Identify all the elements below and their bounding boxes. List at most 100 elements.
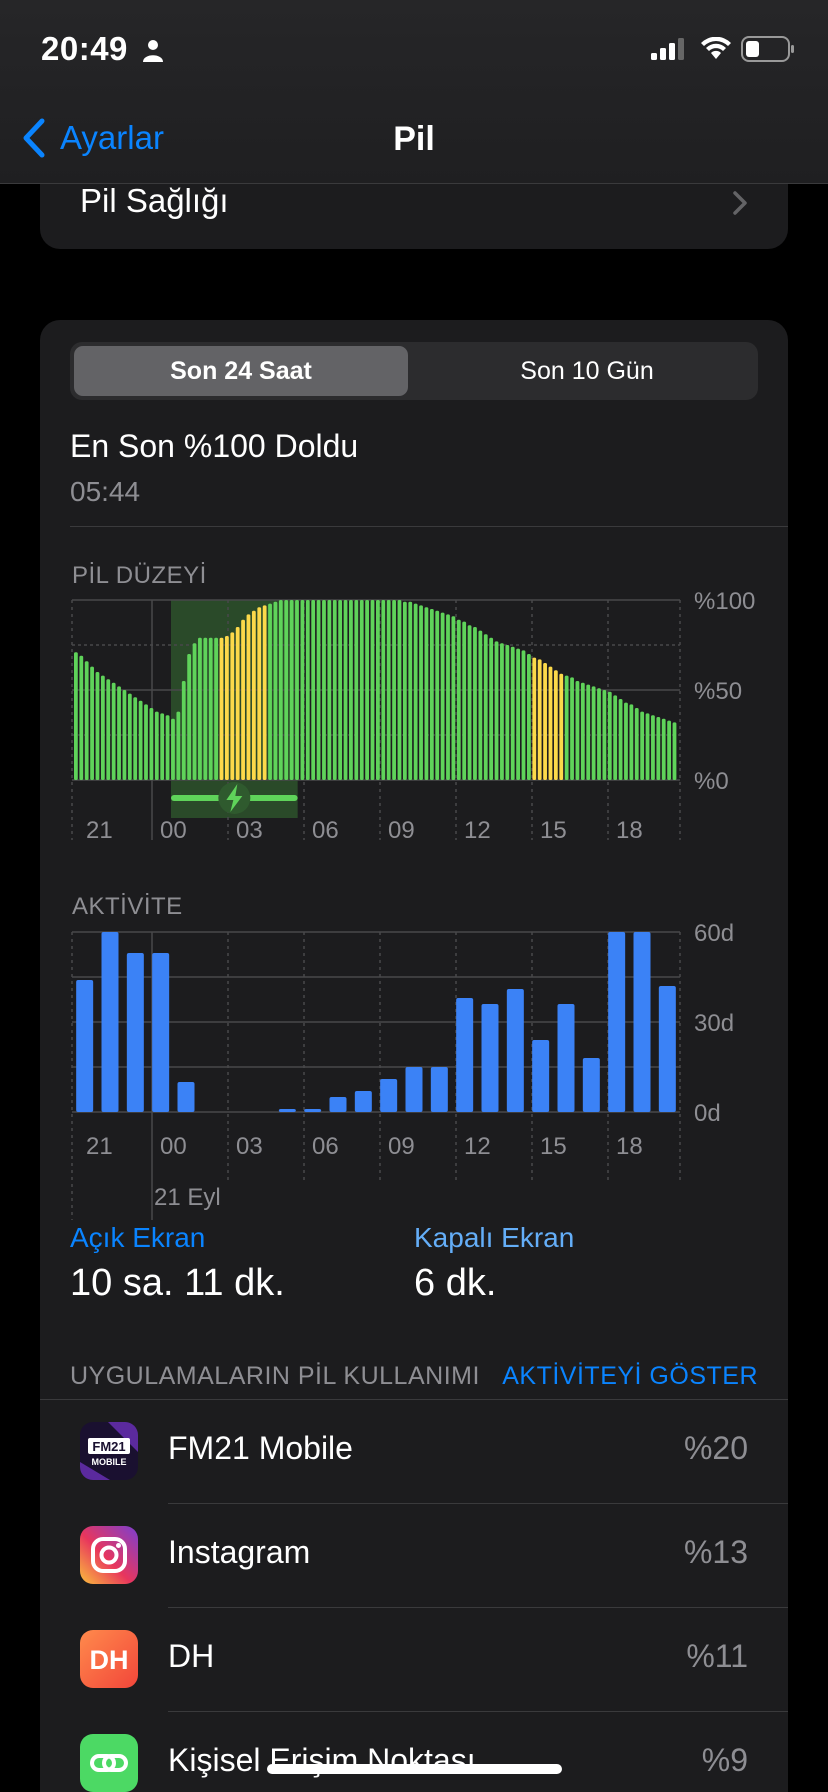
x-tick-label: 09 — [388, 1133, 415, 1160]
activity-bar — [430, 1067, 448, 1112]
battery-bar — [278, 600, 283, 780]
x-tick-label: 03 — [236, 817, 263, 840]
hotspot-icon — [80, 1734, 138, 1792]
battery-bar — [370, 600, 375, 780]
battery-bar — [354, 600, 359, 780]
battery-level-chart: %100 %50 %0 21 00 03 06 09 12 15 18 — [71, 590, 755, 840]
battery-bar — [235, 627, 240, 780]
x-tick-label: 00 — [160, 1133, 187, 1160]
battery-bar — [305, 600, 310, 780]
battery-bar — [402, 601, 407, 780]
battery-bar — [154, 711, 159, 780]
battery-bar — [500, 643, 504, 780]
app-row-personal-hotspot[interactable]: Kişisel Erişim Noktası %9 — [40, 1712, 788, 1792]
battery-bar — [667, 720, 672, 780]
battery-bar — [386, 600, 391, 780]
battery-bar — [176, 711, 181, 780]
x-tick-label: 18 — [616, 817, 643, 840]
battery-bar — [656, 717, 661, 780]
battery-icon — [741, 36, 794, 62]
activity-bar — [532, 1040, 550, 1112]
battery-bar — [117, 686, 121, 780]
battery-bar — [225, 636, 229, 780]
svg-text:MOBILE: MOBILE — [92, 1457, 127, 1467]
activity-bar — [633, 932, 651, 1112]
x-tick-label: 06 — [312, 817, 339, 840]
home-indicator — [267, 1764, 562, 1774]
chevron-right-icon — [733, 191, 747, 215]
y-tick-label: 60d — [694, 920, 734, 947]
app-row-dh[interactable]: DH DH %11 — [40, 1608, 788, 1712]
battery-bar — [586, 684, 591, 780]
battery-bar — [322, 600, 326, 780]
person-icon — [143, 40, 163, 62]
battery-bar — [456, 619, 461, 780]
divider — [70, 526, 788, 527]
app-row-instagram[interactable]: Instagram %13 — [40, 1504, 788, 1608]
battery-bar — [295, 600, 299, 780]
navigation-bar: 20:49 Ayarlar Pil — [0, 0, 828, 184]
battery-bar — [203, 637, 208, 780]
battery-bar — [74, 652, 78, 780]
app-usage-header: UYGULAMALARIN PİL KULLANIMI — [70, 1362, 480, 1390]
battery-bar — [165, 715, 170, 780]
activity-bar — [354, 1091, 372, 1112]
battery-bar — [537, 659, 542, 780]
app-percent: %13 — [683, 1534, 748, 1570]
battery-bar — [570, 677, 574, 780]
battery-bar — [634, 708, 639, 780]
battery-bar — [575, 681, 580, 780]
x-tick-label: 12 — [464, 817, 491, 840]
battery-bar — [251, 610, 256, 780]
x-tick-label: 21 — [86, 817, 113, 840]
battery-bar — [440, 612, 445, 780]
activity-bar — [152, 953, 170, 1112]
battery-bar — [629, 704, 634, 780]
activity-bar — [304, 1109, 322, 1112]
battery-bar — [144, 704, 148, 780]
battery-usage-card: Son 24 Saat Son 10 Gün En Son %100 Doldu… — [40, 320, 788, 1792]
battery-bar — [273, 601, 278, 780]
back-label: Ayarlar — [60, 119, 164, 156]
battery-bar — [553, 670, 558, 780]
battery-bar — [591, 686, 596, 780]
segment-last-10-days[interactable]: Son 10 Gün — [520, 356, 654, 385]
app-name: Instagram — [168, 1534, 311, 1570]
show-activity-button[interactable]: AKTİVİTEYİ GÖSTER — [502, 1362, 758, 1390]
cellular-signal-icon — [651, 38, 684, 60]
chevron-left-icon — [23, 118, 45, 158]
y-tick-label: 30d — [694, 1010, 734, 1037]
y-tick-label: %0 — [694, 768, 729, 795]
battery-bar — [90, 666, 94, 780]
battery-bar — [311, 600, 316, 780]
battery-bar — [672, 722, 677, 780]
back-button[interactable]: Ayarlar — [22, 118, 164, 158]
activity-bar — [658, 986, 676, 1112]
y-tick-label: %50 — [694, 678, 742, 705]
battery-bar — [419, 605, 423, 780]
battery-bar — [192, 643, 197, 780]
activity-bar — [101, 932, 119, 1112]
battery-bar — [505, 645, 510, 780]
segment-last-24-hours[interactable]: Son 24 Saat — [74, 346, 408, 396]
battery-bar — [532, 657, 537, 780]
battery-bar — [181, 681, 186, 780]
app-row-fm21-mobile[interactable]: FM21 MOBILE FM21 Mobile %20 — [40, 1400, 788, 1504]
battery-bar — [79, 655, 84, 780]
battery-bar — [413, 603, 418, 780]
battery-bar — [559, 673, 564, 780]
battery-health-row[interactable]: Pil Sağlığı — [40, 182, 788, 242]
activity-bar — [126, 953, 144, 1112]
battery-bar — [424, 607, 429, 780]
app-percent: %11 — [686, 1638, 748, 1674]
battery-bar — [171, 718, 175, 780]
activity-bar — [557, 1004, 575, 1112]
screen-on-value: 10 sa. 11 dk. — [70, 1262, 285, 1304]
battery-bar — [327, 600, 332, 780]
activity-bar — [481, 1004, 499, 1112]
activity-bar — [405, 1067, 423, 1112]
last-full-charge-time: 05:44 — [70, 476, 141, 507]
battery-bar — [208, 637, 213, 780]
battery-bar — [241, 619, 245, 780]
y-tick-label: %100 — [694, 590, 755, 615]
